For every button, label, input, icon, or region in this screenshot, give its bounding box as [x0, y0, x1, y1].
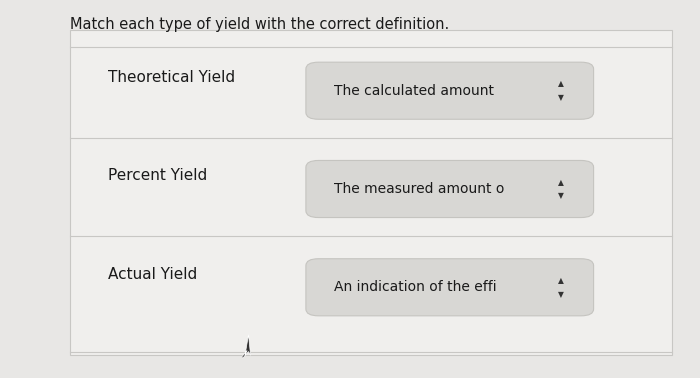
- FancyBboxPatch shape: [70, 30, 672, 355]
- Text: Percent Yield: Percent Yield: [108, 168, 208, 183]
- Text: ▲: ▲: [559, 79, 564, 88]
- Text: ▼: ▼: [559, 191, 564, 200]
- Text: ▲: ▲: [559, 178, 564, 187]
- Text: The calculated amount: The calculated amount: [334, 84, 494, 98]
- Text: ▼: ▼: [559, 93, 564, 102]
- Text: Theoretical Yield: Theoretical Yield: [108, 70, 236, 85]
- Text: ▼: ▼: [559, 290, 564, 299]
- Text: The measured amount o: The measured amount o: [334, 182, 504, 196]
- Polygon shape: [241, 335, 251, 358]
- FancyBboxPatch shape: [306, 62, 594, 119]
- Text: An indication of the effi: An indication of the effi: [334, 280, 496, 294]
- Text: Actual Yield: Actual Yield: [108, 266, 197, 282]
- FancyBboxPatch shape: [306, 160, 594, 218]
- FancyBboxPatch shape: [306, 259, 594, 316]
- Text: Match each type of yield with the correct definition.: Match each type of yield with the correc…: [70, 17, 449, 32]
- Text: ▲: ▲: [559, 276, 564, 285]
